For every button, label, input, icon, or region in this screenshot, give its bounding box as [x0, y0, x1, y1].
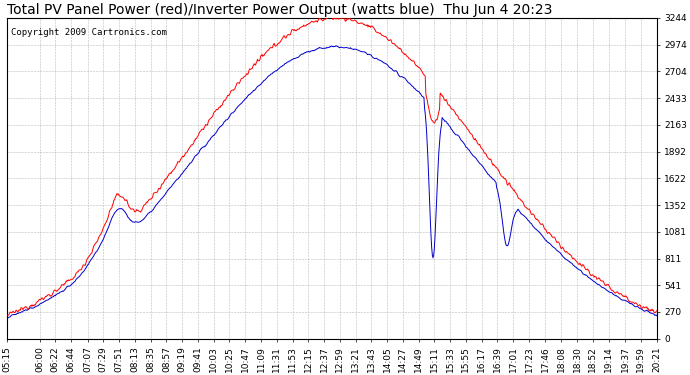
Text: Total PV Panel Power (red)/Inverter Power Output (watts blue)  Thu Jun 4 20:23: Total PV Panel Power (red)/Inverter Powe…: [8, 3, 553, 17]
Text: Copyright 2009 Cartronics.com: Copyright 2009 Cartronics.com: [10, 28, 166, 37]
